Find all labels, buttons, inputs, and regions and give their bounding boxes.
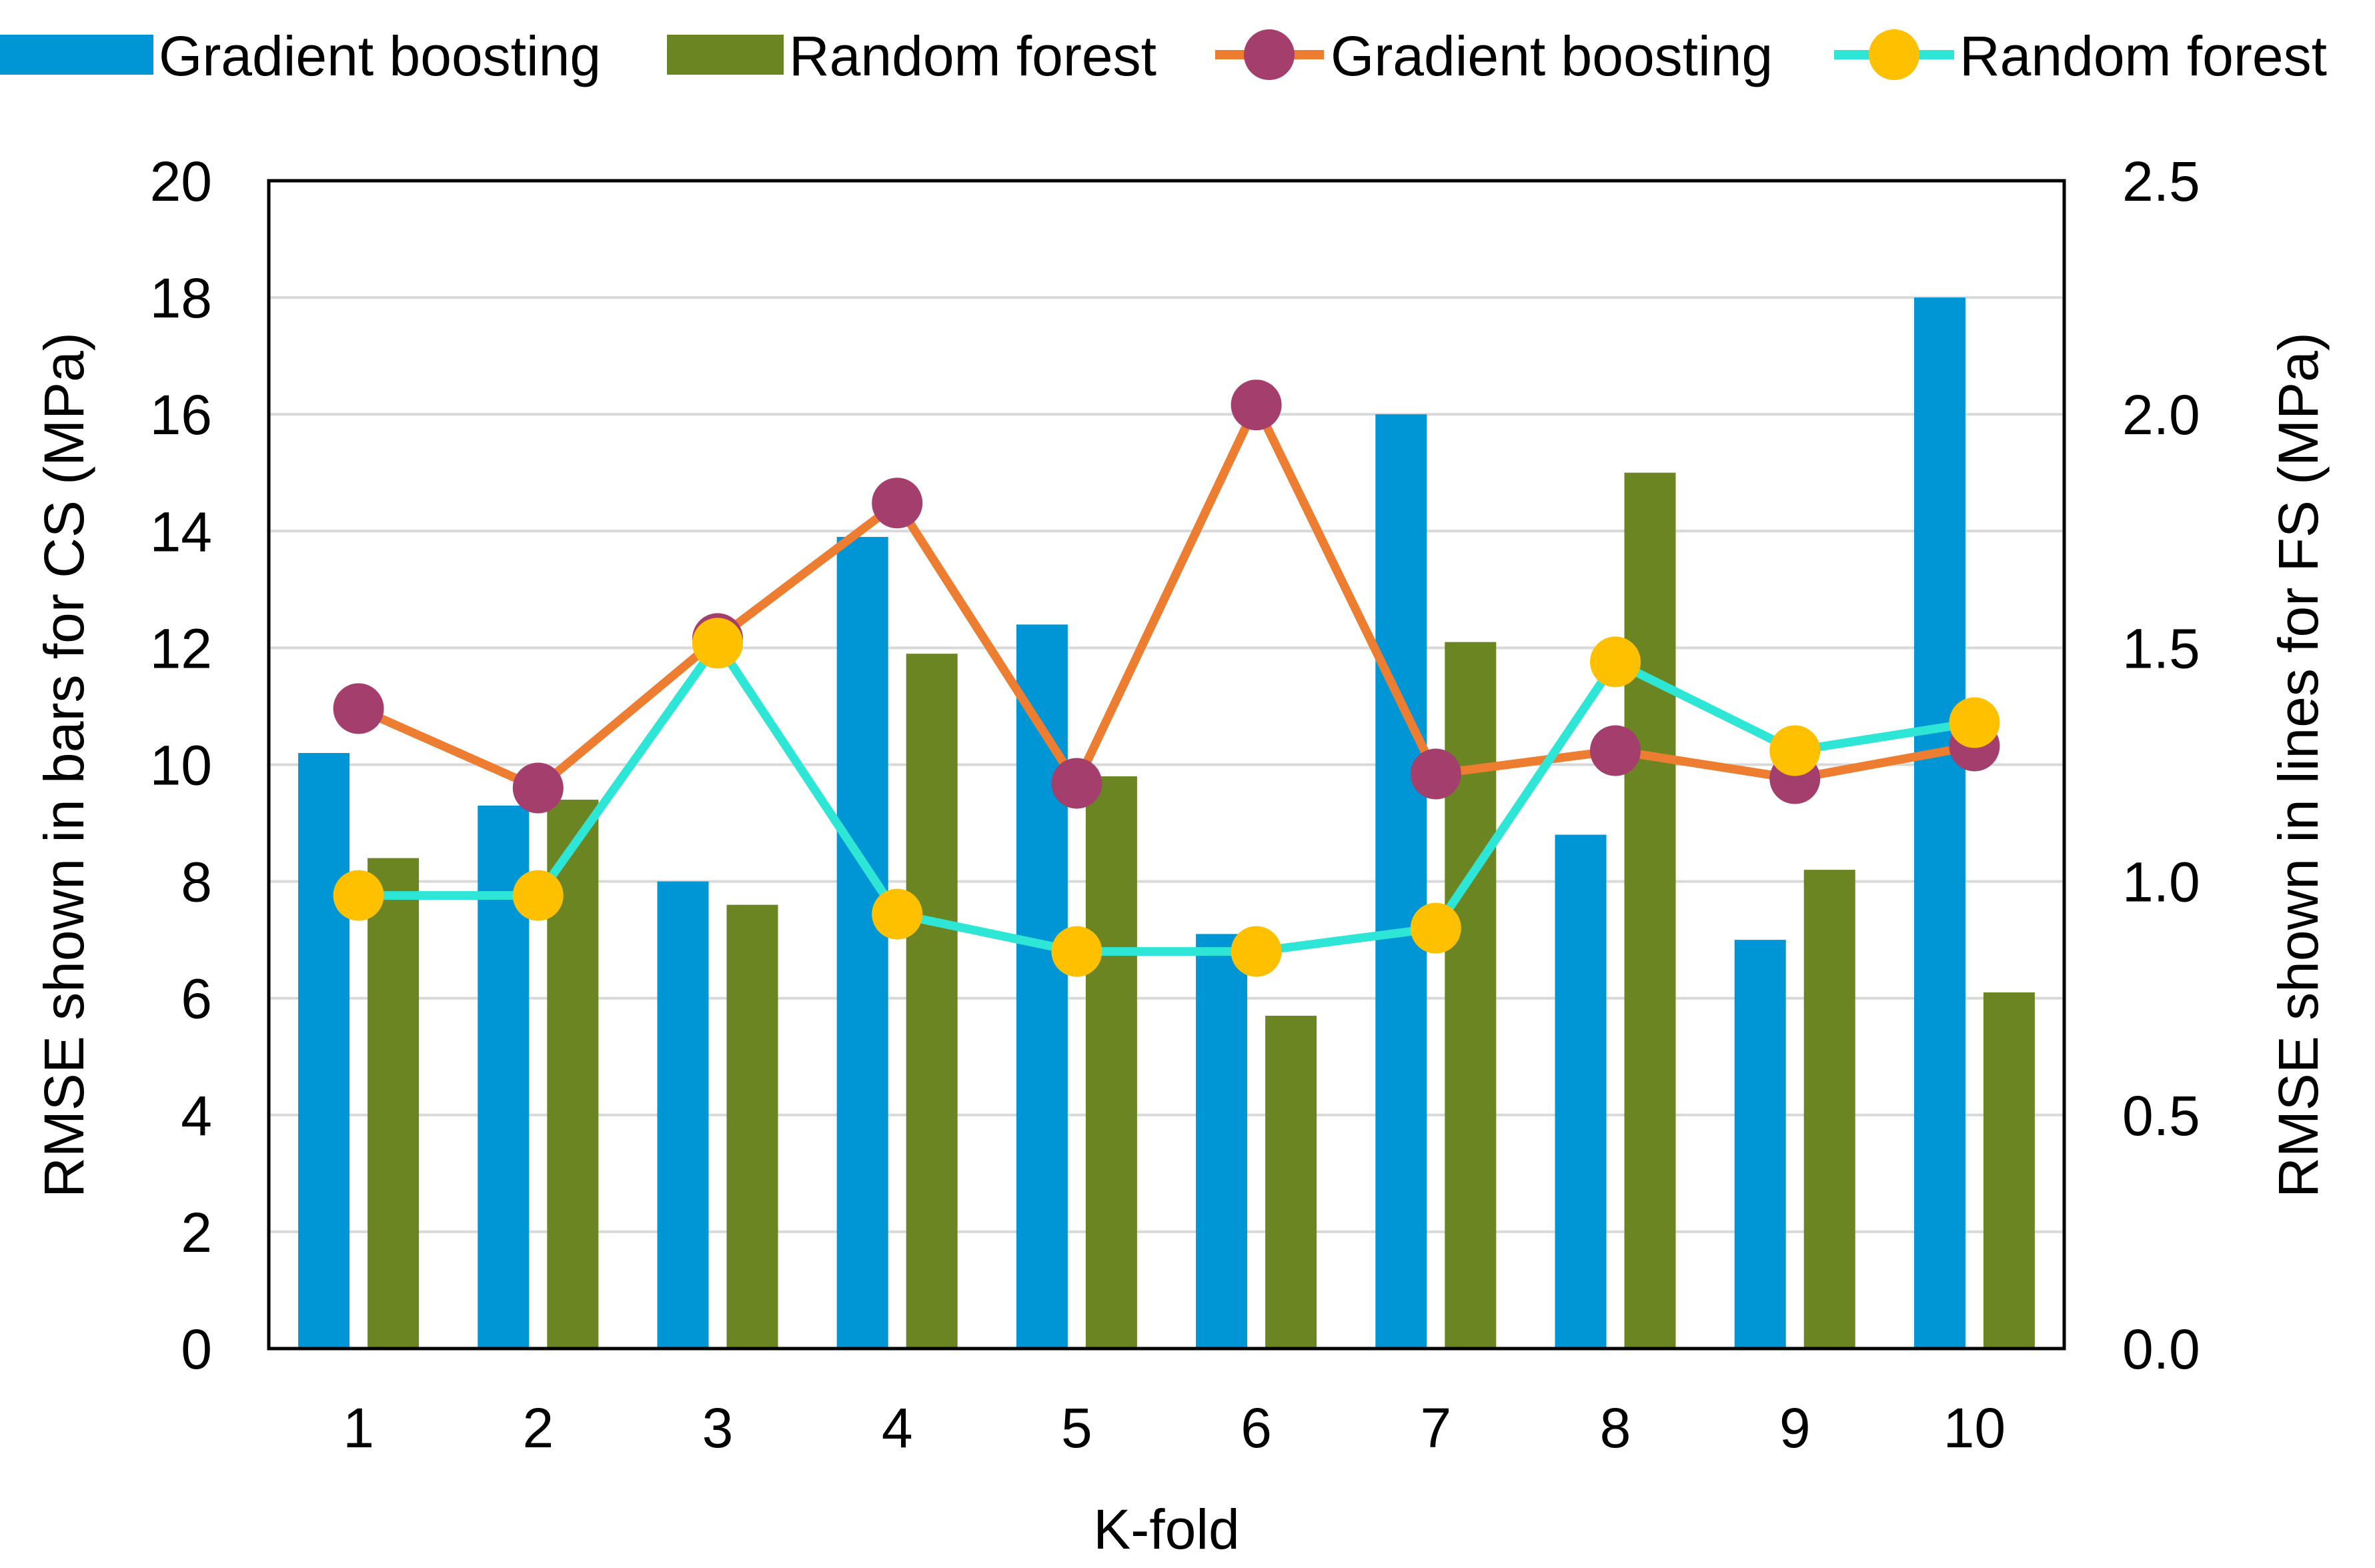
y-tick-label: 12 — [150, 617, 212, 680]
bar-gradient-boosting-fold-9 — [1734, 940, 1786, 1349]
x-axis-ticks: 1 2 3 4 5 6 7 8 9 10 — [343, 1397, 2006, 1459]
y2-tick-label: 2.0 — [2122, 383, 2200, 446]
y-tick-label: 16 — [150, 383, 212, 446]
x-tick-label: 2 — [522, 1397, 554, 1459]
point-gradient-boosting-fold-8 — [1590, 725, 1641, 776]
point-random-forest-fold-5 — [1051, 926, 1102, 977]
legend-label-bar-random-forest: Random forest — [789, 25, 1156, 87]
point-random-forest-fold-9 — [1769, 725, 1821, 776]
point-gradient-boosting-fold-4 — [872, 478, 923, 529]
y2-tick-label: 2.5 — [2122, 150, 2200, 213]
bar-gradient-boosting-fold-6 — [1196, 934, 1248, 1349]
y2-tick-label: 1.0 — [2122, 851, 2200, 914]
y2-tick-label: 0.5 — [2122, 1084, 2200, 1147]
y-tick-label: 20 — [150, 150, 212, 213]
bar-gradient-boosting-fold-8 — [1555, 834, 1607, 1349]
x-tick-label: 3 — [702, 1397, 734, 1459]
bar-gradient-boosting-fold-3 — [657, 881, 709, 1349]
y-axis-right-ticks: 0.0 0.5 1.0 1.5 2.0 2.5 — [2122, 150, 2200, 1381]
point-gradient-boosting-fold-1 — [333, 683, 384, 734]
point-gradient-boosting-fold-5 — [1051, 758, 1102, 809]
bar-gradient-boosting-fold-5 — [1016, 624, 1068, 1349]
legend-label-line-random-forest: Random forest — [1959, 25, 2327, 87]
point-gradient-boosting-fold-2 — [512, 762, 564, 814]
x-tick-label: 6 — [1241, 1397, 1272, 1459]
bar-random-forest-fold-3 — [726, 904, 778, 1349]
point-random-forest-fold-6 — [1231, 926, 1282, 977]
point-gradient-boosting-fold-7 — [1410, 748, 1461, 800]
y-tick-label: 10 — [150, 734, 212, 797]
bar-gradient-boosting-fold-7 — [1375, 414, 1427, 1349]
legend-swatch-bar-random-forest — [667, 35, 784, 75]
legend: Gradient boosting Random forest Gradient… — [0, 25, 2327, 87]
x-tick-label: 10 — [1943, 1397, 2006, 1459]
legend-marker-gradient-boosting — [1244, 29, 1295, 80]
bar-random-forest-fold-9 — [1803, 870, 1855, 1349]
plot-frame — [267, 179, 2066, 1351]
bar-gradient-boosting-fold-4 — [836, 537, 888, 1349]
bar-random-forest-fold-8 — [1624, 472, 1676, 1349]
x-axis-title: K-fold — [1093, 1498, 1239, 1561]
x-tick-label: 1 — [343, 1397, 374, 1459]
point-random-forest-fold-1 — [333, 870, 384, 921]
line-gradient-boosting — [356, 400, 1975, 793]
bar-random-forest-fold-10 — [1983, 992, 2035, 1349]
x-tick-label: 5 — [1061, 1397, 1092, 1459]
bar-random-forest-fold-6 — [1265, 1015, 1317, 1349]
y-axis-left-title: RMSE shown in bars for CS (MPa) — [33, 332, 95, 1198]
y-tick-label: 18 — [150, 267, 212, 329]
legend-marker-random-forest — [1869, 29, 1919, 80]
y2-tick-label: 1.5 — [2122, 617, 2200, 680]
point-random-forest-fold-8 — [1590, 636, 1641, 688]
series-lines — [356, 400, 1975, 956]
bars — [298, 297, 2035, 1349]
y-tick-label: 6 — [181, 968, 212, 1030]
point-random-forest-fold-3 — [692, 618, 743, 669]
x-tick-label: 4 — [882, 1397, 913, 1459]
bar-gradient-boosting-fold-1 — [298, 752, 350, 1349]
legend-swatch-bar-gradient-boosting — [0, 35, 153, 75]
legend-label-line-gradient-boosting: Gradient boosting — [1331, 25, 1773, 87]
y-tick-label: 2 — [181, 1201, 212, 1264]
series-markers — [333, 379, 2000, 977]
legend-label-bar-gradient-boosting: Gradient boosting — [159, 25, 601, 87]
y-tick-label: 4 — [181, 1084, 212, 1147]
x-tick-label: 7 — [1420, 1397, 1451, 1459]
point-random-forest-fold-10 — [1949, 697, 2000, 748]
point-gradient-boosting-fold-6 — [1231, 379, 1282, 431]
bar-random-forest-fold-7 — [1445, 642, 1497, 1349]
y-tick-label: 0 — [181, 1318, 212, 1381]
y-tick-label: 8 — [181, 851, 212, 914]
bar-random-forest-fold-5 — [1085, 776, 1137, 1349]
x-tick-label: 9 — [1779, 1397, 1811, 1459]
bar-random-forest-fold-1 — [367, 858, 420, 1349]
y2-tick-label: 0.0 — [2122, 1318, 2200, 1381]
bar-random-forest-fold-4 — [906, 654, 958, 1349]
y-axis-right-title: RMSE shown in lines for FS (MPa) — [2267, 332, 2330, 1198]
point-random-forest-fold-2 — [512, 870, 564, 921]
point-random-forest-fold-4 — [872, 888, 923, 940]
y-tick-label: 14 — [150, 500, 212, 563]
line-random-forest — [358, 638, 1975, 956]
y-axis-left-ticks: 0 2 4 6 8 10 12 14 16 18 20 — [150, 150, 212, 1381]
bar-gradient-boosting-fold-10 — [1913, 297, 1965, 1349]
x-tick-label: 8 — [1600, 1397, 1631, 1459]
point-random-forest-fold-7 — [1410, 902, 1461, 954]
